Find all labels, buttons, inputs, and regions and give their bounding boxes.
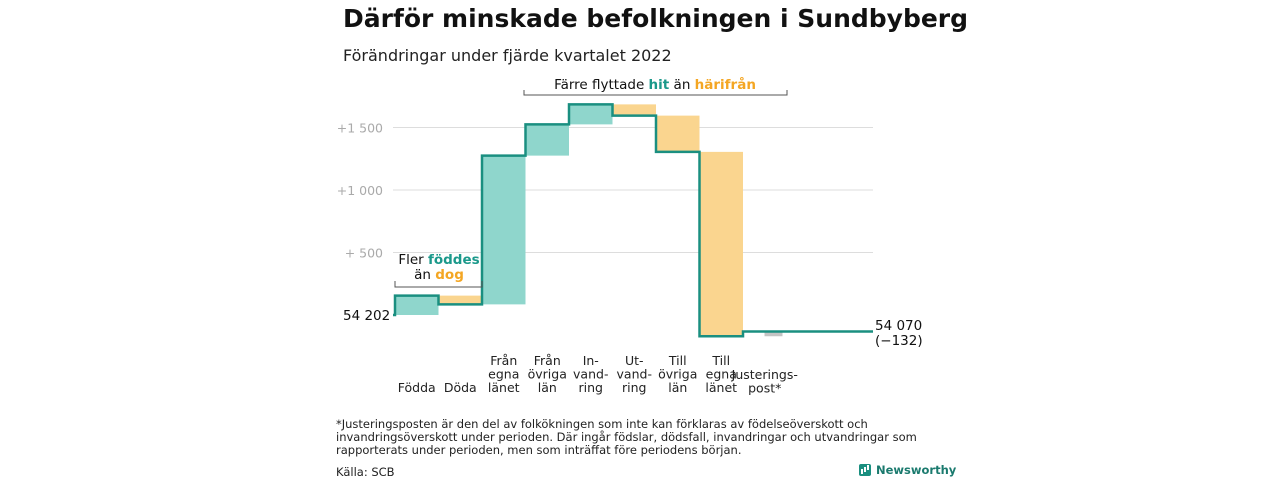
bar: [612, 104, 656, 116]
bar: [699, 151, 743, 337]
waterfall-chart: + 500 +1 000 +1 500 54 202 54 070(−132) Födda…: [337, 76, 923, 396]
bar: [569, 104, 613, 125]
category-label: Ut-vand-ring: [617, 353, 652, 395]
category-label: Födda: [398, 380, 436, 395]
bar: [395, 295, 439, 315]
bar: [438, 295, 482, 305]
bar: [764, 331, 783, 337]
category-label: Från övriga län: [528, 353, 567, 395]
y-tick-label: +1 000: [337, 183, 383, 198]
category-label: In-vand-ring: [573, 353, 608, 395]
category-label: Justerings-post*: [731, 367, 798, 396]
category-label: Från egna länet: [488, 353, 520, 395]
category-label: Till egna länet: [705, 353, 737, 395]
brand-logo[interactable]: Newsworthy: [859, 463, 956, 477]
chart-subtitle: Förändringar under fjärde kvartalet 2022: [343, 46, 672, 65]
step-line: [393, 103, 873, 338]
y-tick-label: +1 500: [337, 121, 383, 136]
births-annotation: Fler föddes än dog: [398, 252, 479, 283]
bar: [482, 155, 526, 305]
bar-chart-icon: [859, 464, 871, 476]
category-label: Till övriga län: [658, 353, 697, 395]
end-value-label: (−132): [875, 333, 923, 349]
births-bracket: [394, 281, 483, 288]
category-label: Döda: [444, 380, 477, 395]
y-tick-label: + 500: [345, 246, 383, 261]
bar: [525, 124, 569, 156]
brand-name: Newsworthy: [876, 463, 957, 477]
end-value-label: 54 070: [875, 318, 922, 334]
footnote: *Justeringsposten är den del av folkökni…: [336, 417, 917, 457]
baseline-label: 54 202: [343, 308, 390, 324]
migration-annotation: Färre flyttade hit än härifrån: [554, 76, 756, 93]
chart-title: Därför minskade befolkningen i Sundbyber…: [343, 4, 969, 33]
source-label: Källa: SCB: [336, 465, 395, 479]
migration-bracket: [523, 90, 788, 96]
bar: [656, 115, 700, 152]
